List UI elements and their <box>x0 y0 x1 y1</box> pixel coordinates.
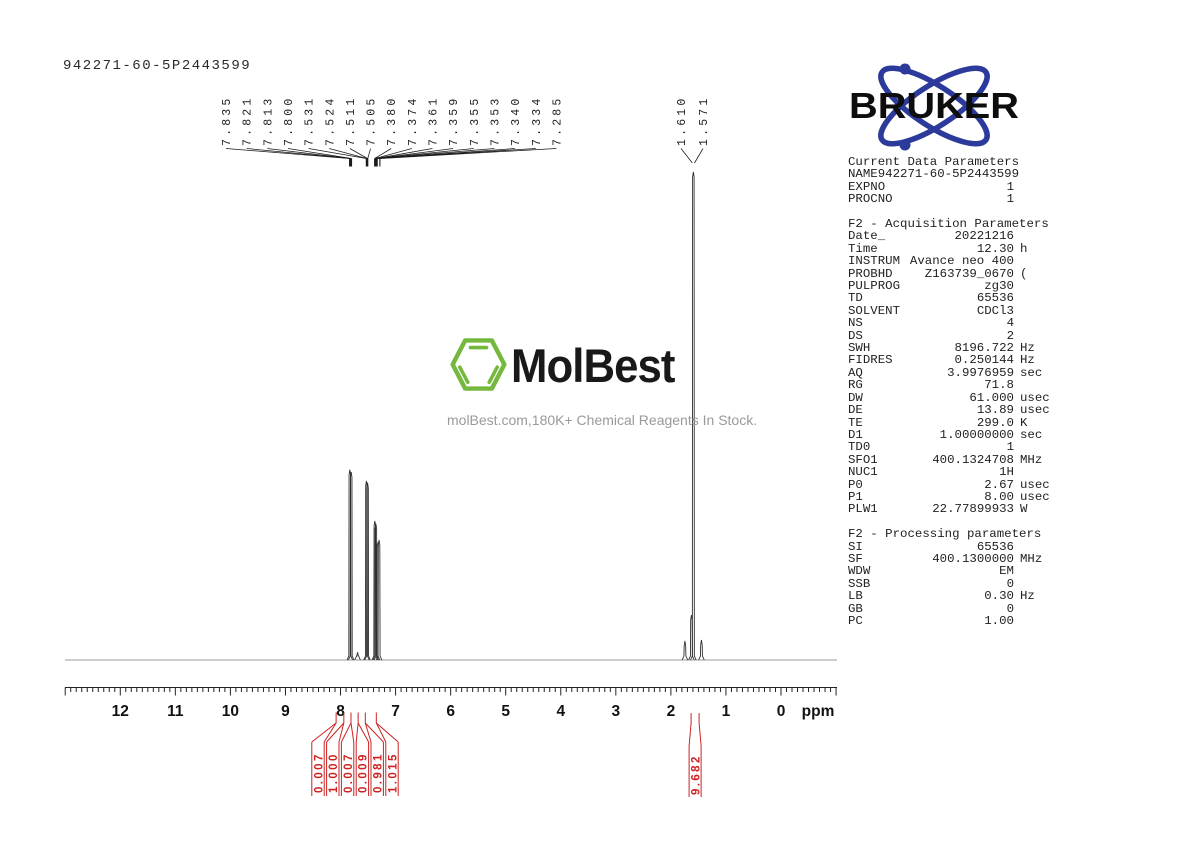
bruker-wordmark: BRUKER <box>849 85 1019 126</box>
svg-text:0.007: 0.007 <box>343 752 355 793</box>
param-row: PC 1.00 <box>848 614 1014 628</box>
param-row: EXPNO 1 <box>848 179 1014 194</box>
param-row: Time 12.30 h <box>848 241 1028 256</box>
svg-text:7.353: 7.353 <box>489 95 502 146</box>
param-row: FIDRES 0.250144 Hz <box>848 353 1035 368</box>
svg-text:3: 3 <box>612 703 621 720</box>
param-row: WDW EM <box>848 564 1014 579</box>
param-row: SI 65536 <box>848 539 1014 554</box>
param-row: SFO1 400.1324708 MHz <box>848 452 1043 467</box>
param-section-header: F2 - Acquisition Parameters <box>848 217 1049 232</box>
svg-text:1: 1 <box>722 703 731 720</box>
parameters-panel: Current Data Parameters NAME 942271-60-5P2… <box>848 155 1062 628</box>
svg-text:4: 4 <box>556 703 565 720</box>
svg-text:9: 9 <box>281 703 290 720</box>
svg-text:7.374: 7.374 <box>407 95 420 146</box>
param-row: PLW1 22.77899933 W <box>848 502 1028 517</box>
svg-text:7.359: 7.359 <box>448 95 461 146</box>
svg-text:9.682: 9.682 <box>690 754 702 795</box>
svg-text:0.007: 0.007 <box>313 752 325 793</box>
svg-text:5: 5 <box>501 703 510 720</box>
param-row: SF 400.1300000 MHz <box>848 551 1043 566</box>
molbest-tagline: molBest.com,180K+ Chemical Reagents In S… <box>447 412 758 428</box>
param-row: RG 71.8 <box>848 378 1014 393</box>
svg-text:7.380: 7.380 <box>386 95 399 146</box>
param-row: P0 2.67 usec <box>848 477 1050 492</box>
param-row: D1 1.00000000 sec <box>848 427 1043 442</box>
svg-text:7.355: 7.355 <box>469 95 482 146</box>
svg-text:2: 2 <box>667 703 676 720</box>
svg-text:0.009: 0.009 <box>358 752 370 793</box>
svg-text:7: 7 <box>391 703 400 720</box>
param-row: NS 4 <box>848 316 1014 331</box>
svg-text:7.524: 7.524 <box>324 95 337 146</box>
param-row: AQ 3.9976959 sec <box>848 365 1043 380</box>
param-row: INSTRUM Avance neo 400 <box>848 254 1014 269</box>
molbest-wordmark: MolBest <box>511 339 675 392</box>
param-row: DS 2 <box>848 328 1014 343</box>
param-section-header: F2 - Processing parameters <box>848 527 1042 542</box>
param-section-header: Current Data Parameters <box>848 155 1020 169</box>
svg-text:10: 10 <box>222 703 239 720</box>
sample-id: 942271-60-5P2443599 <box>63 58 252 74</box>
svg-text:7.835: 7.835 <box>221 95 234 146</box>
svg-text:7.800: 7.800 <box>283 95 296 146</box>
param-row: TE 299.0 K <box>848 415 1028 430</box>
param-row: PULPROG zg30 <box>848 279 1014 294</box>
molbest-logo: MolBest <box>450 334 687 395</box>
param-row: PROCNO 1 <box>848 192 1014 207</box>
svg-text:7.505: 7.505 <box>366 95 379 146</box>
param-row: SSB 0 <box>848 576 1014 591</box>
svg-text:6: 6 <box>446 703 455 720</box>
svg-text:1.610: 1.610 <box>676 95 689 146</box>
benzene-hexagon-icon <box>450 338 507 391</box>
atom-orbits-icon <box>878 63 990 151</box>
svg-text:7.285: 7.285 <box>551 95 564 146</box>
svg-text:7.531: 7.531 <box>304 95 317 146</box>
svg-text:1.015: 1.015 <box>387 752 399 793</box>
param-row: DW 61.000 usec <box>848 390 1050 405</box>
param-row: TD0 1 <box>848 440 1014 455</box>
svg-text:7.334: 7.334 <box>531 95 544 146</box>
param-row: GB 0 <box>848 601 1014 616</box>
svg-text:ppm: ppm <box>802 703 835 720</box>
param-row: P1 8.00 usec <box>848 489 1050 504</box>
param-row: SWH 8196.722 Hz <box>848 341 1035 356</box>
param-row: NUC1 1H <box>848 465 1014 480</box>
svg-text:7.511: 7.511 <box>345 95 358 146</box>
param-row: NAME 942271-60-5P2443599 <box>848 167 1020 182</box>
svg-text:8: 8 <box>336 703 345 720</box>
svg-text:11: 11 <box>167 703 184 720</box>
svg-text:0.981: 0.981 <box>373 752 385 793</box>
svg-text:7.340: 7.340 <box>510 95 523 146</box>
svg-text:12: 12 <box>112 703 129 720</box>
svg-text:7.361: 7.361 <box>428 95 441 146</box>
bruker-logo: BRUKER <box>849 63 1019 151</box>
svg-text:0: 0 <box>777 703 786 720</box>
param-row: DE 13.89 usec <box>848 403 1050 418</box>
svg-text:7.813: 7.813 <box>262 95 275 146</box>
param-row: PROBHD Z163739_0670( <box>848 266 1028 281</box>
param-row: Date_ 20221216 <box>848 229 1014 244</box>
svg-text:7.821: 7.821 <box>242 95 255 146</box>
param-row: LB 0.30 Hz <box>848 589 1035 604</box>
svg-text:1.000: 1.000 <box>328 752 340 793</box>
param-row: SOLVENT CDCl3 <box>848 303 1014 318</box>
param-row: TD 65536 <box>848 291 1014 306</box>
svg-text:1.571: 1.571 <box>698 95 711 146</box>
